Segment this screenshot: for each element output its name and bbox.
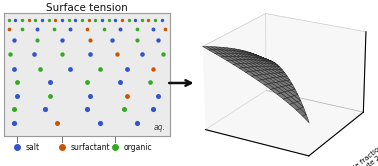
Point [12, 19, 19, 21]
Point [150, 108, 156, 110]
Point [11, 67, 17, 70]
Point [125, 19, 132, 21]
Point [14, 94, 20, 97]
Point [6, 19, 12, 21]
Point [11, 121, 17, 124]
Point [112, 19, 118, 21]
Point [66, 19, 72, 21]
Point [124, 67, 130, 70]
Point [97, 67, 103, 70]
Point [139, 52, 145, 55]
Text: surfactant: surfactant [70, 143, 110, 152]
Point [147, 81, 153, 83]
Point [39, 19, 45, 21]
Point [150, 27, 156, 30]
Point [84, 81, 90, 83]
Point [11, 39, 17, 42]
Point [42, 108, 48, 110]
Point [51, 27, 57, 30]
Point [121, 108, 127, 110]
Point [119, 19, 125, 21]
Point [47, 81, 53, 83]
Point [124, 94, 130, 97]
Point [134, 121, 140, 124]
Point [19, 19, 25, 21]
Point [146, 19, 152, 21]
Point [92, 19, 98, 21]
Point [14, 81, 20, 83]
Point [132, 19, 138, 21]
Point [84, 108, 90, 110]
Point [46, 19, 52, 21]
Point [11, 108, 17, 110]
Point [155, 94, 161, 97]
Point [72, 19, 78, 21]
Point [59, 39, 65, 42]
Point [6, 27, 12, 30]
Point [117, 27, 123, 30]
Title: Surface tension: Surface tension [46, 2, 128, 12]
Text: salt: salt [25, 143, 40, 152]
Point [59, 19, 65, 21]
Point [34, 39, 40, 42]
Point [155, 39, 161, 42]
Point [134, 39, 140, 42]
Point [8, 52, 14, 55]
Point [33, 19, 39, 21]
Point [34, 27, 40, 30]
Point [26, 19, 32, 21]
Text: aq.: aq. [153, 124, 165, 132]
Point [79, 19, 85, 21]
Point [150, 67, 156, 70]
Point [101, 27, 107, 30]
Point [59, 52, 65, 55]
Point [31, 52, 37, 55]
Point [85, 19, 91, 21]
Point [109, 39, 115, 42]
Point [134, 27, 140, 30]
Point [19, 27, 25, 30]
Text: organic: organic [124, 143, 152, 152]
Point [47, 94, 53, 97]
Point [87, 52, 93, 55]
Y-axis label: Mole fraction
solute 2: Mole fraction solute 2 [344, 143, 378, 166]
Point [54, 121, 60, 124]
Point [87, 94, 93, 97]
Point [99, 19, 105, 21]
Point [97, 121, 103, 124]
Point [87, 39, 93, 42]
Point [159, 19, 165, 21]
Point [37, 67, 43, 70]
Point [84, 27, 90, 30]
Point [139, 19, 145, 21]
Point [152, 19, 158, 21]
Point [117, 81, 123, 83]
Point [67, 67, 73, 70]
Point [114, 52, 120, 55]
Point [160, 52, 166, 55]
Point [52, 19, 58, 21]
Point [67, 27, 73, 30]
Point [162, 27, 168, 30]
Point [105, 19, 112, 21]
